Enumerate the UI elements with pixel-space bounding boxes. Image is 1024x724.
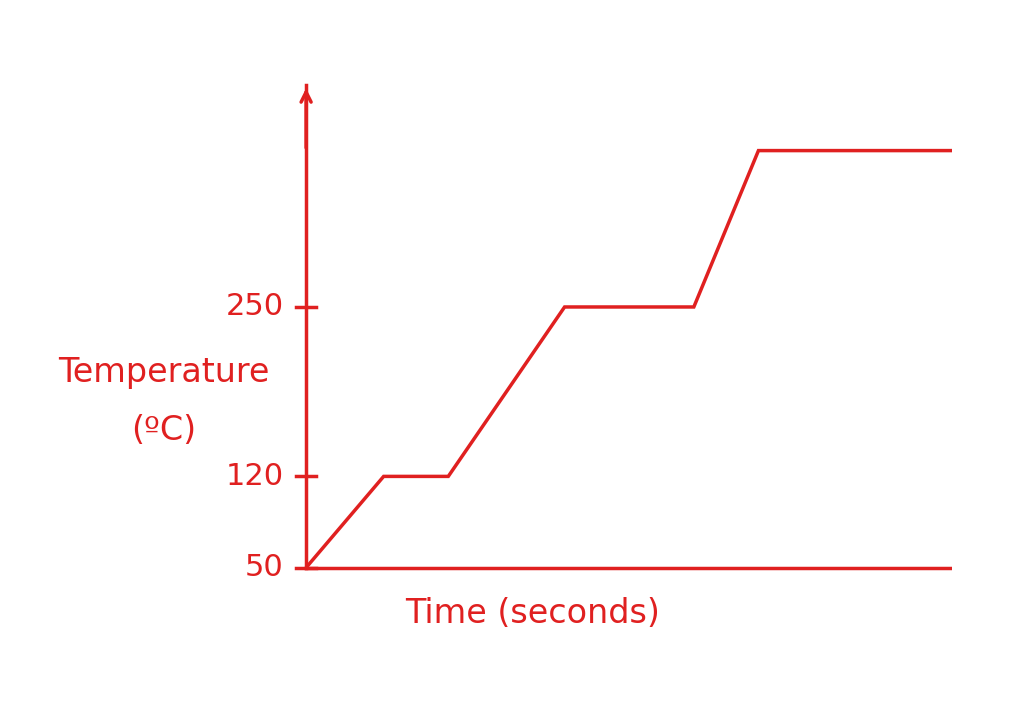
Text: 50: 50 (245, 553, 284, 582)
Text: Time (seconds): Time (seconds) (404, 597, 659, 630)
Text: Temperature: Temperature (58, 355, 269, 389)
Text: 250: 250 (225, 292, 284, 321)
Text: (ºC): (ºC) (131, 414, 197, 447)
Text: 120: 120 (225, 462, 284, 491)
